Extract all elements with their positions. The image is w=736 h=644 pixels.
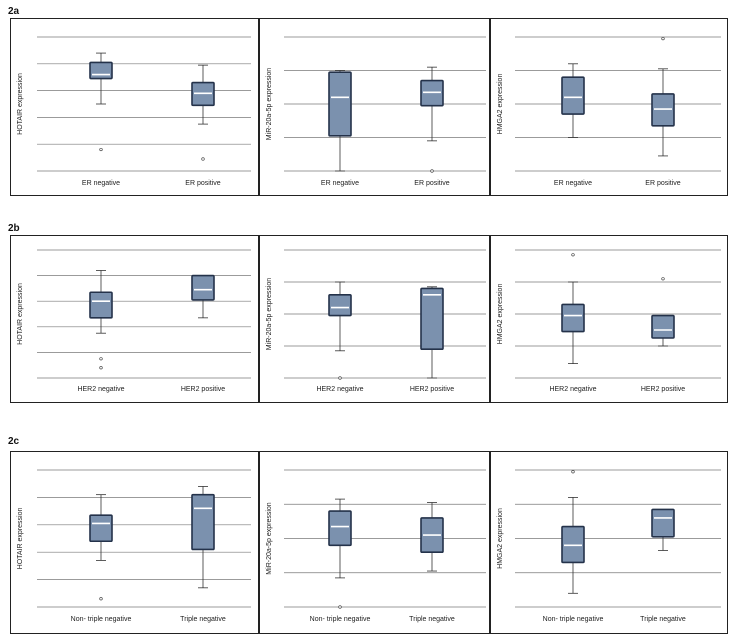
box-2 <box>420 66 444 173</box>
boxplot-svg: HMGA2 expression HER2 negative HER2 positi… <box>497 249 721 393</box>
y-axis-title: HOTAIR expression <box>17 73 24 135</box>
box-1 <box>328 281 352 380</box>
iqr-box <box>651 314 675 339</box>
box-2 <box>420 502 444 572</box>
y-axis-title: HMGA2 expression <box>497 74 504 135</box>
iqr-box <box>651 93 675 127</box>
outlier-point <box>338 376 342 380</box>
y-axis-title: MiR-20a-5p expression <box>266 68 273 140</box>
boxplot-panel: HMGA2 expression Non- triple negative Trip… <box>490 451 728 634</box>
boxplot-panel: MiR-20a-5p expression Non- triple negativ… <box>259 451 490 634</box>
outlier-point <box>99 357 103 361</box>
iqr-box <box>561 303 585 333</box>
category-label: Non- triple negative <box>71 616 132 623</box>
boxplot-panel: HOTAIR expression ER negative ER positive <box>10 18 259 196</box>
category-label: ER positive <box>185 180 221 187</box>
y-axis-title: HOTAIR expression <box>17 283 24 345</box>
iqr-box <box>561 525 585 564</box>
boxplot-svg: HOTAIR expression HER2 negative HER2 posit… <box>17 249 251 393</box>
box-1 <box>89 270 113 370</box>
outlier-point <box>430 169 434 173</box>
iqr-box <box>328 71 352 137</box>
box-2 <box>191 64 215 161</box>
category-label: Non- triple negative <box>310 616 371 623</box>
category-label: Triple negative <box>180 616 226 623</box>
category-label: HER2 positive <box>410 386 454 393</box>
outlier-point <box>99 597 103 601</box>
section-label-2c: 2c <box>8 436 20 447</box>
iqr-box <box>89 61 113 80</box>
boxplot-svg: HOTAIR expression ER negative ER positive <box>17 36 251 187</box>
boxplot-svg: HOTAIR expression Non- triple negative Tri… <box>17 469 251 623</box>
box-1 <box>561 63 585 138</box>
outlier-point <box>571 470 575 474</box>
outlier-point <box>661 37 665 41</box>
iqr-box <box>191 493 215 551</box>
iqr-box <box>328 510 352 547</box>
box-2 <box>420 286 444 379</box>
boxplot-panel: HMGA2 expression ER negative ER positive <box>490 18 728 196</box>
box-1 <box>561 470 585 594</box>
category-label: HER2 positive <box>181 386 225 393</box>
category-label: HER2 negative <box>316 386 363 393</box>
category-label: HER2 negative <box>77 386 124 393</box>
category-label: HER2 positive <box>641 386 685 393</box>
boxplot-panel: HMGA2 expression HER2 negative HER2 positi… <box>490 235 728 403</box>
box-1 <box>89 494 113 601</box>
iqr-box <box>89 514 113 543</box>
boxplot-svg: HMGA2 expression Non- triple negative Trip… <box>497 469 721 623</box>
section-label-2a: 2a <box>8 6 20 17</box>
outlier-point <box>338 605 342 609</box>
y-axis-title: HMGA2 expression <box>497 508 504 569</box>
category-label: ER negative <box>321 180 359 187</box>
iqr-box <box>420 287 444 351</box>
boxplot-panel: HOTAIR expression Non- triple negative Tri… <box>10 451 259 634</box>
category-label: ER negative <box>554 180 592 187</box>
boxplot-svg: MiR-20a-5p expression ER negative ER posit… <box>266 36 486 187</box>
category-label: Triple negative <box>640 616 686 623</box>
category-label: ER negative <box>82 180 120 187</box>
iqr-box <box>191 274 215 301</box>
box-2 <box>651 37 675 157</box>
category-label: Triple negative <box>409 616 455 623</box>
box-2 <box>651 277 675 347</box>
section-label-2b: 2b <box>8 223 20 234</box>
boxplot-svg: MiR-20a-5p expression HER2 negative HER2 p… <box>266 249 486 393</box>
y-axis-title: MiR-20a-5p expression <box>266 502 273 574</box>
box-1 <box>328 498 352 609</box>
box-2 <box>191 486 215 589</box>
boxplot-panel: MiR-20a-5p expression ER negative ER posit… <box>259 18 490 196</box>
iqr-box <box>561 76 585 115</box>
outlier-point <box>571 253 575 257</box>
outlier-point <box>661 277 665 281</box>
iqr-box <box>328 293 352 317</box>
box-1 <box>89 52 113 152</box>
y-axis-title: MiR-20a-5p expression <box>266 278 273 350</box>
category-label: ER positive <box>414 180 450 187</box>
boxplot-svg: MiR-20a-5p expression Non- triple negativ… <box>266 469 486 623</box>
box-1 <box>561 253 585 364</box>
iqr-box <box>651 508 675 538</box>
outlier-point <box>99 366 103 370</box>
category-label: Non- triple negative <box>543 616 604 623</box>
boxplot-svg: HMGA2 expression ER negative ER positive <box>497 36 721 187</box>
iqr-box <box>89 291 113 319</box>
box-1 <box>328 70 352 172</box>
category-label: ER positive <box>645 180 681 187</box>
box-2 <box>651 508 675 551</box>
category-label: HER2 negative <box>549 386 596 393</box>
outlier-point <box>99 147 103 152</box>
iqr-box <box>420 79 444 107</box>
y-axis-title: HMGA2 expression <box>497 284 504 345</box>
box-2 <box>191 274 215 319</box>
boxplot-panel: HOTAIR expression HER2 negative HER2 posit… <box>10 235 259 403</box>
outlier-point <box>201 157 205 161</box>
y-axis-title: HOTAIR expression <box>17 508 24 570</box>
boxplot-panel: MiR-20a-5p expression HER2 negative HER2 p… <box>259 235 490 403</box>
